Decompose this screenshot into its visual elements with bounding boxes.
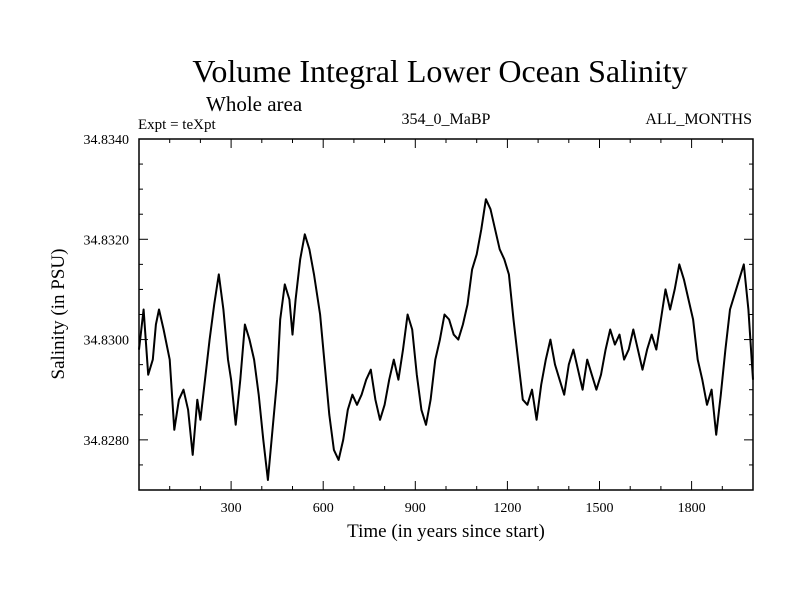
chart-subtitle: Whole area bbox=[206, 92, 303, 116]
y-axis: 34.8280 34.8300 34.8320 34.8340 bbox=[84, 133, 753, 466]
x-tick-label: 300 bbox=[221, 501, 242, 516]
series-layer bbox=[138, 198, 754, 481]
x-tick-label: 1500 bbox=[586, 501, 614, 516]
y-tick-label: 34.8280 bbox=[84, 434, 130, 449]
x-axis: 300 600 900 1200 1500 1800 bbox=[169, 139, 723, 516]
x-tick-label: 900 bbox=[405, 501, 426, 516]
x-tick-label: 600 bbox=[313, 501, 334, 516]
x-tick-label: 1800 bbox=[678, 501, 706, 516]
chart-title: Volume Integral Lower Ocean Salinity bbox=[192, 53, 687, 89]
annotation-run-id: 354_0_MaBP bbox=[402, 111, 491, 128]
x-axis-label: Time (in years since start) bbox=[347, 521, 545, 542]
y-tick-label: 34.8300 bbox=[84, 334, 130, 349]
y-tick-label: 34.8320 bbox=[84, 233, 130, 248]
series-line-0 bbox=[138, 198, 754, 481]
x-tick-label: 1200 bbox=[493, 501, 521, 516]
y-tick-label: 34.8340 bbox=[84, 133, 130, 148]
annotation-months: ALL_MONTHS bbox=[645, 111, 752, 128]
annotation-experiment: Expt = teXpt bbox=[138, 117, 216, 133]
y-axis-label: Salinity (in PSU) bbox=[48, 249, 69, 380]
